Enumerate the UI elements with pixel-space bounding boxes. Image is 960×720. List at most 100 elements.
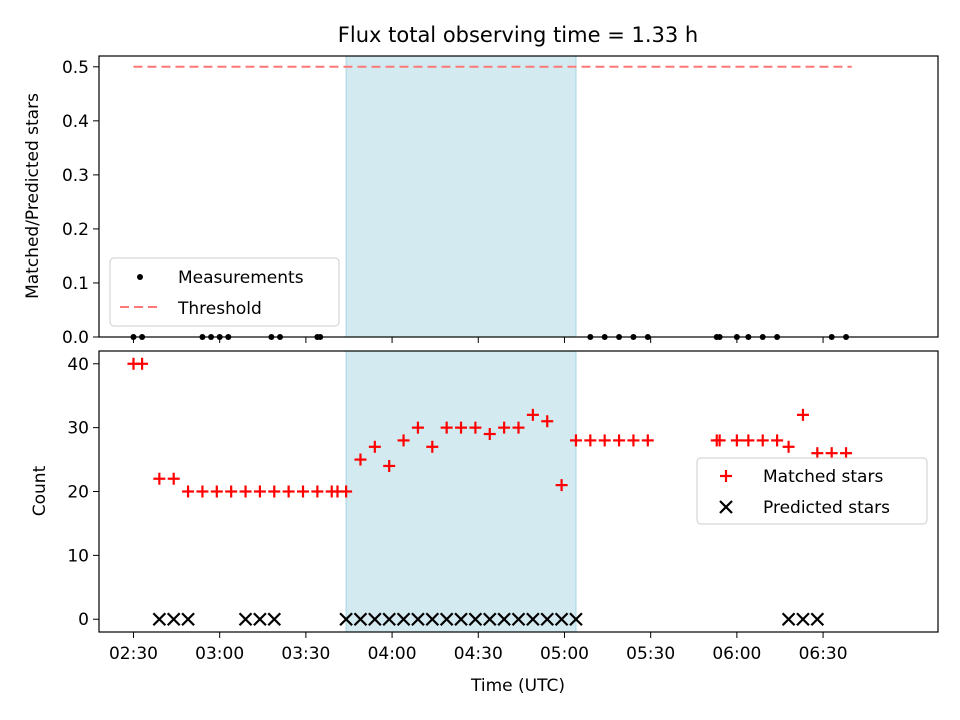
top-y-axis-label: Matched/Predicted stars <box>23 93 43 299</box>
matched-star-point <box>526 408 539 421</box>
top-panel: 0.0 0.1 0.2 0.3 0.4 0.5 Flux total observing … <box>23 23 939 348</box>
bottom-legend: Matched stars Predicted stars <box>696 457 928 525</box>
matched-star-point <box>282 485 295 498</box>
matched-star-point <box>627 434 640 447</box>
matched-star-point <box>713 434 726 447</box>
x-tick-label: 05:00 <box>540 644 589 664</box>
predicted-star-point <box>353 612 368 627</box>
matched-star-point <box>555 479 568 492</box>
y-tick-label: 0.1 <box>62 274 89 294</box>
x-tick-label: 04:00 <box>368 644 417 664</box>
y-tick-label: 0.0 <box>62 328 89 348</box>
top-y-ticks: 0.0 0.1 0.2 0.3 0.4 0.5 <box>62 58 99 348</box>
x-axis-label: Time (UTC) <box>470 676 565 696</box>
matched-star-point <box>825 447 838 460</box>
bottom-y-axis-label: Count <box>30 465 50 516</box>
matched-star-point <box>411 421 424 434</box>
predicted-star-point <box>482 612 497 627</box>
matched-star-point <box>397 434 410 447</box>
y-tick-label: 0.3 <box>62 166 89 186</box>
matched-star-point <box>498 421 511 434</box>
y-tick-label: 0.5 <box>62 58 89 78</box>
legend-measurements-label: Measurements <box>178 268 304 288</box>
matched-star-point <box>354 453 367 466</box>
matched-star-point <box>311 485 324 498</box>
top-observing-window <box>345 55 577 338</box>
legend-matched-marker <box>720 470 732 482</box>
predicted-star-point <box>339 612 353 627</box>
predicted-star-point <box>468 612 483 627</box>
legend-predicted-label: Predicted stars <box>763 498 890 518</box>
top-legend-box <box>109 257 340 327</box>
matched-star-point <box>196 485 209 498</box>
matched-star-point <box>239 485 252 498</box>
matched-star-point <box>782 440 795 453</box>
predicted-star-point <box>368 612 382 627</box>
predicted-star-point <box>166 612 181 627</box>
matched-star-point <box>455 421 468 434</box>
predicted-star-point <box>781 612 796 627</box>
x-tick-label: 06:30 <box>799 644 848 664</box>
bottom-legend-box <box>696 457 928 525</box>
matched-star-point <box>268 485 281 498</box>
matched-star-point <box>811 447 824 460</box>
predicted-star-point <box>810 612 825 627</box>
matched-star-point <box>598 434 611 447</box>
predicted-star-point <box>497 612 511 627</box>
matched-star-point <box>368 440 381 453</box>
predicted-star-point <box>569 612 583 627</box>
matched-star-point <box>340 485 353 498</box>
y-tick-label: 0.4 <box>62 112 89 132</box>
x-tick-label: 04:30 <box>454 644 503 664</box>
legend-predicted-marker <box>719 500 733 514</box>
bottom-observing-window <box>345 350 577 633</box>
predicted-star-point <box>540 612 555 627</box>
predicted-star-point <box>425 612 440 627</box>
y-tick-label: 0 <box>78 610 89 630</box>
y-tick-label: 0.2 <box>62 220 89 240</box>
matched-star-point <box>469 421 482 434</box>
predicted-star-point <box>796 612 810 627</box>
legend-measurements-marker <box>137 274 143 280</box>
y-tick-label: 20 <box>67 483 89 503</box>
predicted-star-point <box>439 612 454 627</box>
x-tick-label: 02:30 <box>109 644 158 664</box>
matched-star-point <box>730 434 743 447</box>
matched-star-point <box>136 357 149 370</box>
matched-star-point <box>483 428 496 441</box>
legend-matched-label: Matched stars <box>763 467 883 487</box>
x-tick-label: 05:30 <box>626 644 675 664</box>
predicted-star-point <box>382 612 396 627</box>
matched-star-point <box>569 434 582 447</box>
matched-star-point <box>440 421 453 434</box>
predicted-star-point <box>554 612 569 627</box>
matched-star-point <box>541 415 554 428</box>
predicted-star-point <box>511 612 526 627</box>
matched-star-point <box>742 434 755 447</box>
predicted-star-point <box>267 612 282 627</box>
predicted-star-point <box>411 612 425 627</box>
matched-star-point <box>182 485 195 498</box>
y-tick-label: 30 <box>67 419 89 439</box>
predicted-star-point <box>396 612 411 627</box>
top-axes-frame <box>98 55 939 338</box>
predicted-star-point <box>152 612 167 627</box>
top-chart-title: Flux total observing time = 1.33 h <box>338 23 698 47</box>
predicted-star-point <box>181 612 195 627</box>
matched-star-point <box>512 421 525 434</box>
matched-star-point <box>167 472 180 485</box>
predicted-star-point <box>253 612 267 627</box>
matched-star-point <box>153 472 166 485</box>
bottom-marks <box>127 357 853 627</box>
matched-star-point <box>641 434 654 447</box>
matched-star-point <box>297 485 310 498</box>
top-x-ticks <box>132 337 824 343</box>
x-tick-label: 03:30 <box>281 644 330 664</box>
predicted-star-point <box>454 612 468 627</box>
y-tick-label: 10 <box>67 546 89 566</box>
matched-star-point <box>796 408 809 421</box>
top-legend: Measurements Threshold <box>109 257 340 327</box>
predicted-star-point <box>526 612 540 627</box>
matched-star-point <box>426 440 439 453</box>
